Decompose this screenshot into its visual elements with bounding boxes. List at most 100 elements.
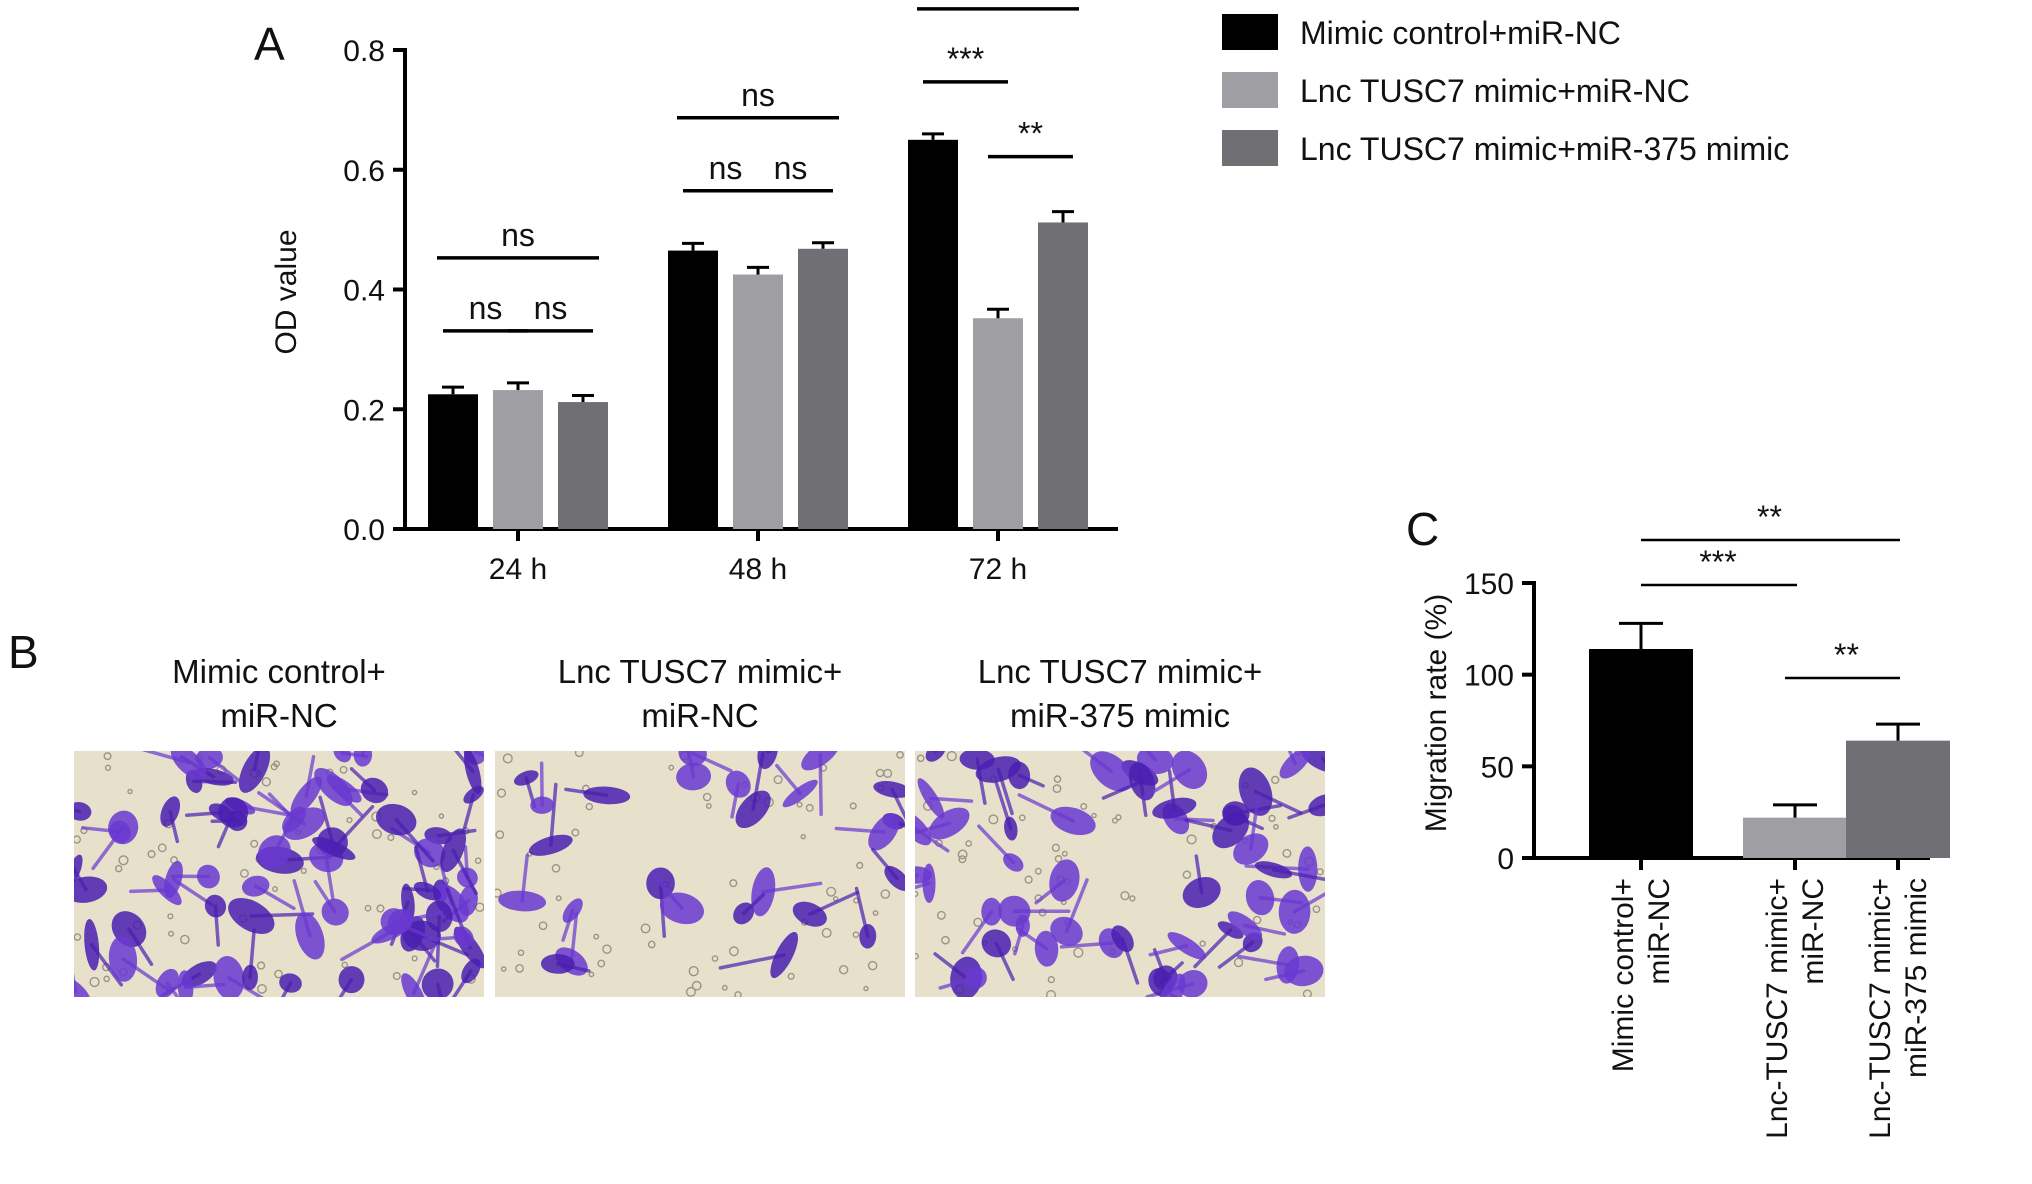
- panel-b-pore: [168, 930, 175, 937]
- panel-b-pore: [261, 777, 272, 787]
- panel-b-cell-process: [453, 751, 475, 774]
- panel-b-cell-process: [349, 767, 377, 793]
- panel-b-cell-process: [412, 944, 436, 995]
- panel-b-pore: [1024, 875, 1033, 884]
- legend-label: Lnc TUSC7 mimic+miR-NC: [1300, 73, 1690, 109]
- panel-b-pore: [668, 764, 675, 771]
- panel-b-cell-process: [1064, 878, 1089, 934]
- panel-b-pore: [411, 955, 418, 962]
- panel-b-pore: [89, 976, 100, 988]
- panel-b-pore: [502, 753, 513, 764]
- panel-b-pore: [1273, 823, 1279, 830]
- panel-b-cell-process: [1184, 818, 1233, 833]
- panel-b-cell-process: [854, 886, 870, 939]
- panel-b-pore: [734, 991, 742, 997]
- panel-b-cell-process: [340, 930, 393, 962]
- panel-b-cell-process: [808, 890, 860, 916]
- panel-b-pore: [147, 850, 156, 859]
- panel-b-cell-process: [549, 782, 558, 848]
- panel-b-cell-process: [775, 763, 802, 796]
- panel-a-y-tick-label: 0.0: [343, 514, 385, 547]
- panel-b-pore: [387, 833, 395, 842]
- panel-b-pore: [946, 751, 957, 762]
- panel-b-cell-process: [168, 809, 180, 844]
- panel-a-significance-label: ns: [501, 217, 535, 253]
- panel-a-bar: [558, 402, 608, 529]
- panel-c-bars: [1589, 621, 1950, 858]
- panel-b-cell-process: [1320, 756, 1325, 765]
- panel-b-pore: [1182, 870, 1192, 880]
- panel-b-cell-process: [74, 869, 76, 877]
- panel-b-pore: [685, 986, 696, 997]
- panel-b-pore: [364, 904, 372, 912]
- panel-a-y-axis-label: OD value: [270, 229, 303, 354]
- panel-b-cell-process: [451, 969, 473, 997]
- panel-b-cell-process: [929, 796, 974, 803]
- panel-b-pore: [728, 946, 739, 957]
- panel-a-significance-label: ns: [709, 150, 743, 186]
- panel-a-letter: A: [254, 18, 285, 70]
- panel-b-pore: [346, 816, 353, 824]
- panel-b-pore: [915, 953, 919, 960]
- panel-b-cell-process: [422, 935, 466, 942]
- panel-b-cell-process: [461, 792, 476, 834]
- panel-c-x-tick-label-line: Mimic control+: [1607, 878, 1640, 1072]
- panel-b-pore: [274, 969, 283, 979]
- panel-a-bar: [428, 394, 478, 529]
- panel-c-x-tick-label: Mimic control+ miR-NC: [1607, 878, 1676, 1072]
- panel-b-pore: [239, 868, 249, 878]
- panel-b-cell-process: [318, 795, 335, 844]
- panel-b-pore: [988, 814, 999, 825]
- panel-b-pore: [571, 828, 580, 837]
- panel-b-pore: [965, 840, 973, 847]
- panel-b-cell-process: [414, 845, 430, 893]
- panel-b-cell-process: [960, 909, 994, 955]
- panel-b-cell-process: [1193, 928, 1233, 969]
- panel-b-cell-process: [473, 751, 484, 758]
- panel-a-significance-label: ***: [947, 41, 984, 77]
- panel-b-cell-process: [141, 751, 191, 765]
- panel-a-bar: [973, 318, 1023, 529]
- panel-b-cell-process: [165, 981, 180, 997]
- panel-b-cell-process: [1249, 793, 1261, 851]
- panel-c-y-tick-label: 50: [1481, 751, 1514, 784]
- panel-c-y-tick-label: 100: [1464, 660, 1514, 693]
- panel-c-significance-label: ***: [1699, 544, 1736, 580]
- panel-c-x-tick-label: Lnc-TUSC7 mimic+ miR-NC: [1761, 878, 1830, 1139]
- panel-b-cell-process: [213, 904, 220, 947]
- panel-c-y-axis-label: Migration rate (%): [1420, 594, 1453, 832]
- panel-c-x-tick-label-line: miR-375 mimic: [1900, 878, 1933, 1078]
- panel-b-pore: [496, 788, 507, 798]
- panel-b-pore: [474, 857, 482, 864]
- panel-b-cell-process: [1167, 769, 1177, 810]
- panel-b-pore: [1061, 850, 1068, 857]
- panel-c-x-tick-label-line: Lnc-TUSC7 mimic+: [1761, 878, 1794, 1139]
- panel-b-pore: [702, 792, 712, 802]
- panel-b-cell-process: [91, 825, 125, 871]
- panel-b-pore: [411, 789, 418, 796]
- panel-b-pore: [270, 763, 278, 771]
- panel-c-y-tick-label: 150: [1464, 568, 1514, 601]
- panel-b-cell-process: [1142, 767, 1192, 800]
- panel-b-cell-process: [304, 754, 316, 798]
- panel-a-y-tick-label: 0.4: [343, 275, 385, 308]
- panel-b-pore: [371, 829, 382, 840]
- panel-b-cell-process: [171, 877, 214, 907]
- panel-b-pore: [1053, 775, 1062, 783]
- panel-b-pore: [118, 855, 129, 866]
- panel-b-cell-process: [252, 751, 261, 772]
- panel-b-pore: [1018, 814, 1026, 822]
- panel-b-cell-process: [1287, 751, 1297, 766]
- panel-b-pore: [1312, 905, 1321, 914]
- panel-b-pore: [1252, 915, 1262, 925]
- panel-b-pore: [915, 890, 919, 897]
- panel-a-bar: [493, 390, 543, 529]
- panel-c-bar: [1589, 649, 1693, 858]
- panel-b-pore: [787, 972, 795, 980]
- panel-b-cell-process: [185, 810, 224, 817]
- panel-b-pore: [1052, 784, 1062, 794]
- panel-c-x-tick-label-line: miR-NC: [1797, 878, 1830, 985]
- panel-b-cell-process: [435, 982, 443, 997]
